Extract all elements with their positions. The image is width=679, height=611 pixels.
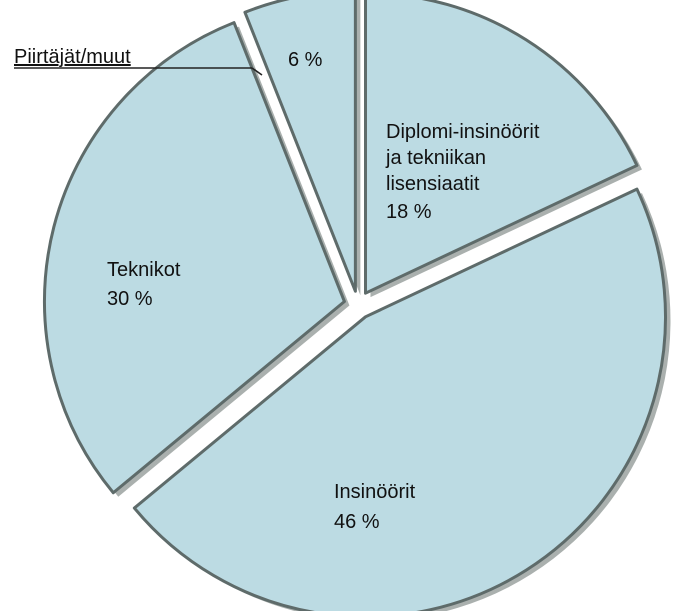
callout-label-piirtajat: Piirtäjät/muut: [14, 46, 131, 68]
pie-slice-2: [132, 187, 667, 611]
slice-label-line: Insinöörit: [334, 481, 416, 503]
callout-leader-arrow: [251, 67, 263, 76]
slice-label-line: Teknikot: [107, 259, 181, 281]
slice-layer: [42, 0, 667, 611]
callout-layer: Piirtäjät/muut: [14, 46, 263, 76]
label-layer: Diplomi-insinöörit ja tekniikan lisensiaat…: [107, 49, 540, 533]
slice-label-line: lisensiaatit: [386, 173, 480, 195]
pie-slice-3: [42, 21, 346, 495]
pie-slice-4: [243, 0, 357, 293]
slice-value-label: 46 %: [334, 511, 380, 533]
slice-value-label: 30 %: [107, 288, 153, 310]
slice-value-label: 18 %: [386, 201, 432, 223]
pie-slice-1: [364, 0, 639, 295]
slice-value-label: 6 %: [288, 49, 323, 71]
slice-label-line: Diplomi-insinöörit: [386, 121, 540, 143]
slice-label-line: ja tekniikan: [385, 147, 486, 169]
